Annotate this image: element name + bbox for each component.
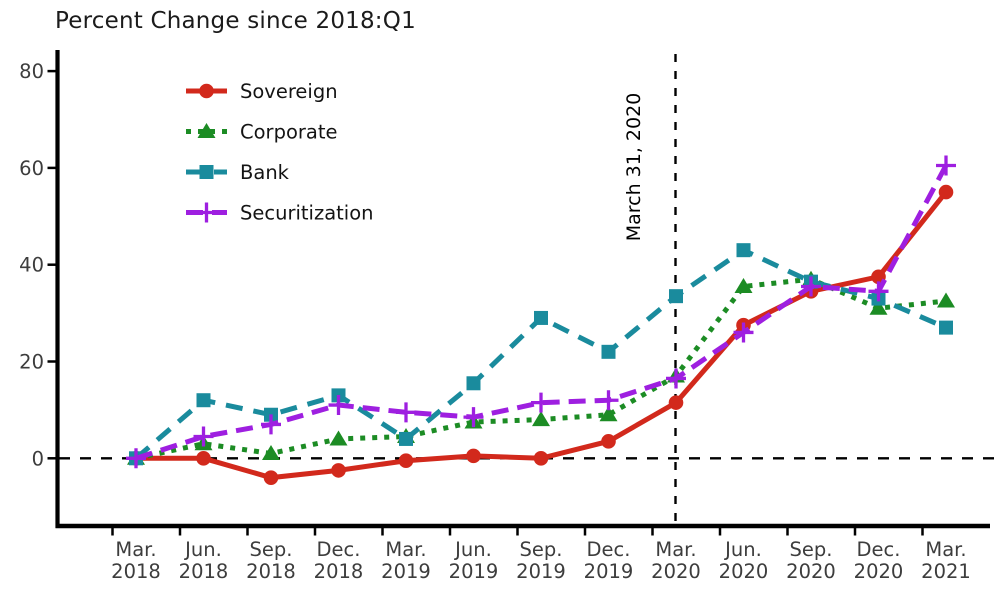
x-axis-tick-label: 2018 [111,560,161,583]
series-marker-sovereign [533,451,549,466]
x-axis-tick-label: Mar. [925,538,966,561]
series-marker-bank [601,344,616,359]
x-axis-tick-label: Dec. [587,538,631,561]
series-marker-sovereign [398,453,414,469]
series-marker-corporate [262,444,280,460]
series-marker-corporate [329,430,348,446]
legend-marker-corporate [197,123,216,138]
series-marker-sovereign [938,184,954,200]
series-line-sovereign [136,190,948,481]
legend-marker-securitization [196,202,217,223]
series-marker-securitization [801,276,821,297]
x-axis-tick-label: 2018 [246,560,296,583]
x-axis-tick-label: 2019 [516,560,566,583]
x-axis-tick-label: 2020 [719,560,769,583]
x-axis-tick-label: Mar. [385,538,426,561]
y-axis-tick-label: 80 [19,60,44,83]
series-marker-securitization [193,426,214,447]
y-axis-tick-label: 60 [19,157,44,180]
series-marker-corporate [532,411,550,427]
x-axis-tick-label: Jun. [723,538,762,561]
x-axis-tick-label: 2020 [854,560,904,583]
legend-marker-bank [199,165,214,179]
y-axis-tick-label: 40 [19,254,44,277]
legend-marker-sovereign [199,83,214,99]
series-marker-bank [534,310,548,325]
chart-title: Percent Change since 2018:Q1 [55,8,416,34]
x-axis-tick-label: 2018 [179,560,229,583]
y-axis-tick-label: 20 [19,351,44,374]
x-axis-tick-label: Sep. [790,538,833,561]
x-axis-tick-label: 2019 [381,560,431,583]
series-marker-securitization [598,390,619,411]
series-marker-securitization [868,281,889,302]
series-marker-corporate [869,299,888,315]
series-marker-corporate [599,406,618,422]
x-axis-tick-label: 2019 [449,560,499,583]
series-marker-sovereign [466,448,481,464]
x-axis-tick-label: 2021 [921,560,971,583]
series-marker-bank [399,431,413,446]
series-marker-corporate [937,292,955,308]
series-marker-sovereign [668,395,684,410]
x-axis-tick-label: Dec. [317,538,361,561]
series-marker-securitization [126,448,146,469]
legend-label-securitization: Securitization [240,202,374,225]
series-marker-bank [939,320,953,335]
series-marker-securitization [733,322,754,343]
x-axis-tick-label: Mar. [655,538,696,561]
series-marker-bank [196,393,211,408]
series-marker-bank [736,243,751,258]
series-marker-corporate [734,277,753,293]
x-axis-tick-label: 2019 [584,560,634,583]
series-marker-securitization [396,402,416,423]
series-marker-bank [669,289,683,304]
series-marker-sovereign [331,463,346,478]
legend-label-corporate: Corporate [240,121,337,144]
series-marker-sovereign [263,470,279,485]
series-marker-securitization [261,414,281,435]
series-marker-securitization [463,407,484,428]
x-axis-tick-label: Mar. [115,538,156,561]
x-axis-tick-label: Jun. [183,538,222,561]
legend-label-sovereign: Sovereign [240,80,338,103]
series-line-bank [134,247,947,461]
series-marker-securitization [666,368,686,389]
series-marker-securitization [328,395,349,416]
series-marker-bank [466,376,481,391]
series-marker-securitization [531,392,551,413]
x-axis-tick-label: Jun. [453,538,492,561]
series-line-corporate [135,276,947,461]
y-axis-tick-label: 0 [32,447,44,470]
series-marker-sovereign [601,434,616,449]
legend-label-bank: Bank [240,161,290,184]
x-axis-tick-label: Dec. [857,538,901,561]
series-marker-securitization [936,155,956,176]
event-line-label: March 31, 2020 [623,93,645,242]
x-axis-tick-label: Sep. [250,538,293,561]
x-axis-tick-label: 2018 [314,560,364,583]
x-axis-tick-label: Sep. [520,538,563,561]
x-axis-tick-label: 2020 [651,560,701,583]
x-axis-tick-label: 2020 [786,560,836,583]
series-marker-sovereign [196,451,211,466]
